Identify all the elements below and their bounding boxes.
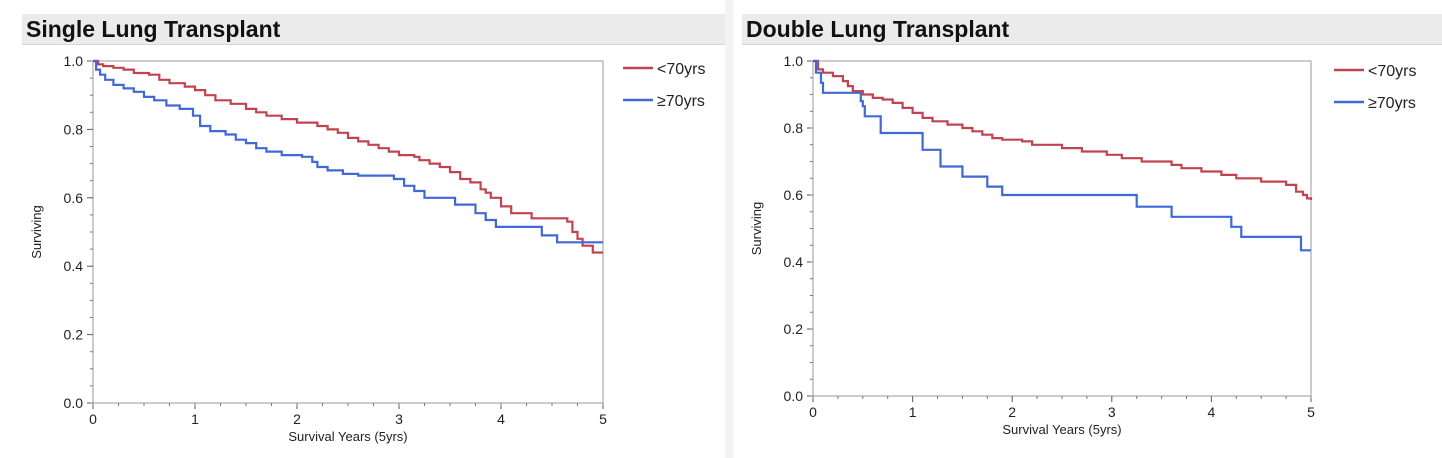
y-tick-label: 0.0 xyxy=(64,395,84,411)
legend-label: <70yrs xyxy=(1368,63,1416,80)
legend-label: <70yrs xyxy=(657,61,705,78)
x-tick-label: 2 xyxy=(1008,404,1016,420)
x-tick-label: 5 xyxy=(599,411,607,427)
y-tick-label: 0.2 xyxy=(784,321,804,337)
legend-label: ≥70yrs xyxy=(657,93,705,110)
title-bar: Single Lung Transplant xyxy=(22,14,725,45)
single-lung-chart: 0.0 0.2 0.4 0.6 0.8 1.0 0 1 2 3 4 5 Survival Years (… xyxy=(29,53,705,444)
legend-label: ≥70yrs xyxy=(1368,95,1416,112)
x-tick-label: 3 xyxy=(1108,404,1116,420)
y-axis-label: Surviving xyxy=(749,202,764,255)
y-tick-label: 0.6 xyxy=(64,190,84,206)
double-lung-chart: 0.0 0.2 0.4 0.6 0.8 1.0 0 1 2 3 4 5 Survival Years (… xyxy=(749,53,1416,437)
y-tick-label: 0.8 xyxy=(64,121,84,137)
series-line-under-70 xyxy=(813,59,1313,200)
x-tick-label: 1 xyxy=(191,411,199,427)
single-lung-panel: Single Lung Transplant 0.0 0.2 0.4 0.6 0.8 1.… xyxy=(22,14,725,444)
chart-title: Double Lung Transplant xyxy=(746,16,1010,42)
y-axis-label: Surviving xyxy=(29,205,44,258)
y-tick-label: 1.0 xyxy=(64,53,84,69)
y-tick-label: 0.0 xyxy=(784,388,804,404)
plot-frame xyxy=(92,60,604,404)
x-tick-label: 0 xyxy=(89,411,97,427)
y-tick-label: 1.0 xyxy=(784,53,804,69)
series-line-over-70 xyxy=(813,59,1311,252)
y-tick-label: 0.4 xyxy=(64,258,84,274)
x-tick-label: 0 xyxy=(809,404,817,420)
x-tick-label: 2 xyxy=(293,411,301,427)
title-bar: Double Lung Transplant xyxy=(742,14,1442,45)
x-tick-label: 5 xyxy=(1307,404,1315,420)
x-tick-label: 3 xyxy=(395,411,403,427)
y-tick-label: 0.4 xyxy=(784,254,804,270)
double-lung-panel: Double Lung Transplant 0.0 0.2 0.4 0.6 0.8 1.… xyxy=(733,0,1442,458)
panel-separator xyxy=(725,0,733,458)
y-tick-label: 0.2 xyxy=(64,327,84,343)
series-line-over-70 xyxy=(93,59,603,244)
series-line-under-70 xyxy=(93,59,603,254)
chart-title: Single Lung Transplant xyxy=(26,16,281,42)
x-tick-label: 4 xyxy=(1208,404,1216,420)
x-tick-label: 4 xyxy=(497,411,505,427)
x-axis-label: Survival Years (5yrs) xyxy=(1002,422,1121,437)
plot-frame xyxy=(812,60,1312,397)
y-tick-label: 0.8 xyxy=(784,120,804,136)
x-tick-label: 1 xyxy=(909,404,917,420)
x-axis-label: Survival Years (5yrs) xyxy=(288,429,407,444)
y-tick-label: 0.6 xyxy=(784,187,804,203)
